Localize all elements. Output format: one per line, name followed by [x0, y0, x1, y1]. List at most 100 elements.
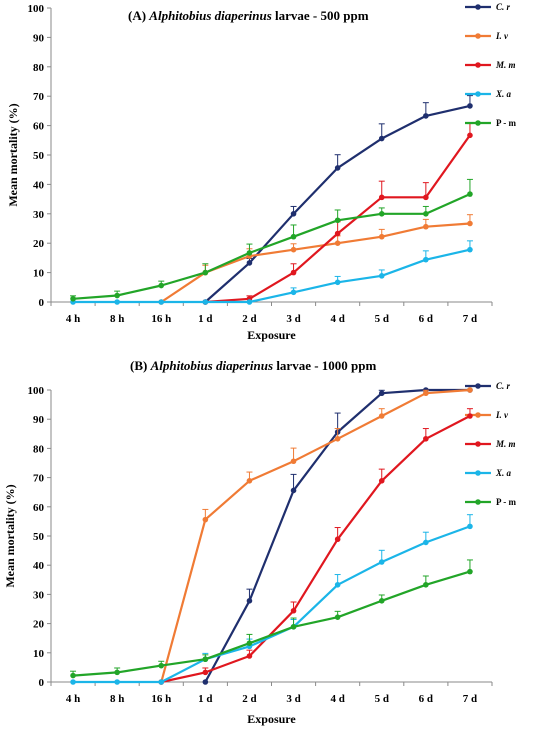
legend-label: P - m — [496, 118, 516, 128]
data-point — [467, 387, 473, 393]
data-point — [378, 478, 385, 484]
legend-swatch-marker — [475, 470, 481, 476]
data-point — [290, 624, 297, 630]
legend-swatch-marker — [475, 91, 481, 97]
x-tick-label: 16 h — [151, 693, 171, 705]
data-point — [290, 211, 297, 217]
data-point — [378, 598, 385, 604]
series-m-m: M. m — [202, 60, 516, 305]
data-point — [202, 516, 209, 523]
data-point — [290, 487, 297, 494]
series-line — [160, 388, 470, 683]
x-tick-label: 7 d — [463, 693, 477, 705]
y-tick-label: 30 — [33, 589, 45, 601]
data-point — [378, 135, 385, 142]
x-tick-label: 5 d — [375, 313, 389, 325]
series-p-m: P - m — [70, 497, 516, 679]
y-tick-label: 50 — [33, 531, 45, 543]
legend-label: C. r — [496, 381, 511, 391]
x-tick-label: 4 d — [330, 693, 344, 705]
data-point — [246, 653, 253, 659]
data-point — [70, 679, 76, 685]
title-prefix: (B) — [130, 358, 151, 373]
x-tick-label: 4 h — [66, 313, 80, 325]
data-point — [246, 260, 253, 266]
data-point — [423, 256, 429, 263]
data-point — [114, 679, 120, 685]
y-tick-label: 40 — [33, 560, 45, 572]
x-axis-label: Exposure — [247, 328, 296, 342]
data-point — [334, 279, 341, 286]
data-point — [378, 194, 385, 201]
data-point — [290, 246, 297, 253]
x-axis-label: Exposure — [247, 712, 296, 726]
legend-swatch-marker — [475, 4, 481, 10]
y-axis-label: Mean mortality (%) — [3, 484, 17, 587]
data-point — [246, 598, 253, 604]
data-point — [334, 240, 341, 246]
x-tick-label: 1 d — [198, 313, 212, 325]
data-point — [246, 250, 253, 256]
data-point — [423, 390, 429, 397]
y-tick-label: 10 — [33, 648, 45, 660]
data-point — [334, 536, 341, 543]
data-point — [246, 478, 253, 484]
x-tick-label: 1 d — [198, 693, 212, 705]
y-tick-label: 80 — [33, 62, 45, 74]
y-tick-label: 30 — [33, 209, 45, 221]
title-suffix: larvae - 500 ppm — [272, 8, 369, 23]
data-point — [246, 299, 253, 305]
data-point — [467, 132, 473, 139]
y-tick-label: 50 — [33, 150, 45, 162]
legend-label: C. r — [496, 2, 511, 12]
data-point — [467, 220, 473, 227]
x-tick-label: 8 h — [110, 693, 124, 705]
series-line — [72, 570, 471, 677]
legend-label: X. a — [495, 468, 512, 478]
y-tick-label: 10 — [33, 268, 45, 280]
data-point — [334, 581, 341, 588]
data-point — [423, 194, 429, 201]
data-point — [378, 211, 385, 217]
chart-b: (B) Alphitobius diaperinus larvae - 1000… — [3, 358, 516, 726]
title-suffix: larvae - 1000 ppm — [273, 358, 376, 373]
data-point — [202, 656, 209, 663]
data-point — [290, 289, 297, 296]
series-line — [73, 248, 471, 304]
data-point — [334, 217, 341, 224]
y-tick-label: 100 — [28, 3, 45, 15]
legend-label: I. v — [495, 410, 509, 420]
x-tick-label: 4 d — [330, 313, 344, 325]
chart-a: (A) Alphitobius diaperinus larvae - 500 … — [6, 2, 516, 342]
y-tick-label: 100 — [28, 385, 45, 397]
title-species: Alphitobius diaperinus — [148, 8, 271, 23]
data-point — [158, 282, 165, 289]
legend-label: P - m — [496, 497, 516, 507]
title-species: Alphitobius diaperinus — [150, 358, 273, 373]
data-point — [70, 672, 76, 679]
series-c-r: C. r — [202, 2, 511, 305]
x-tick-label: 7 d — [463, 313, 477, 325]
x-tick-label: 5 d — [375, 693, 389, 705]
data-point — [467, 568, 473, 575]
series-m-m: M. m — [158, 408, 516, 685]
data-point — [378, 559, 385, 565]
data-point — [423, 539, 429, 546]
series-line — [160, 222, 470, 303]
data-point — [378, 233, 385, 240]
data-point — [334, 165, 341, 171]
data-point — [114, 299, 120, 305]
data-point — [290, 269, 297, 276]
legend-swatch-marker — [475, 62, 481, 68]
data-point — [114, 669, 120, 676]
data-point — [378, 413, 385, 419]
y-tick-label: 20 — [33, 238, 45, 250]
x-tick-label: 3 d — [286, 693, 300, 705]
y-tick-label: 60 — [33, 121, 45, 133]
series-line — [72, 193, 471, 300]
y-tick-label: 60 — [33, 502, 45, 514]
y-tick-label: 20 — [33, 619, 45, 631]
data-point — [334, 230, 341, 237]
x-tick-label: 4 h — [66, 693, 80, 705]
data-point — [423, 581, 429, 588]
